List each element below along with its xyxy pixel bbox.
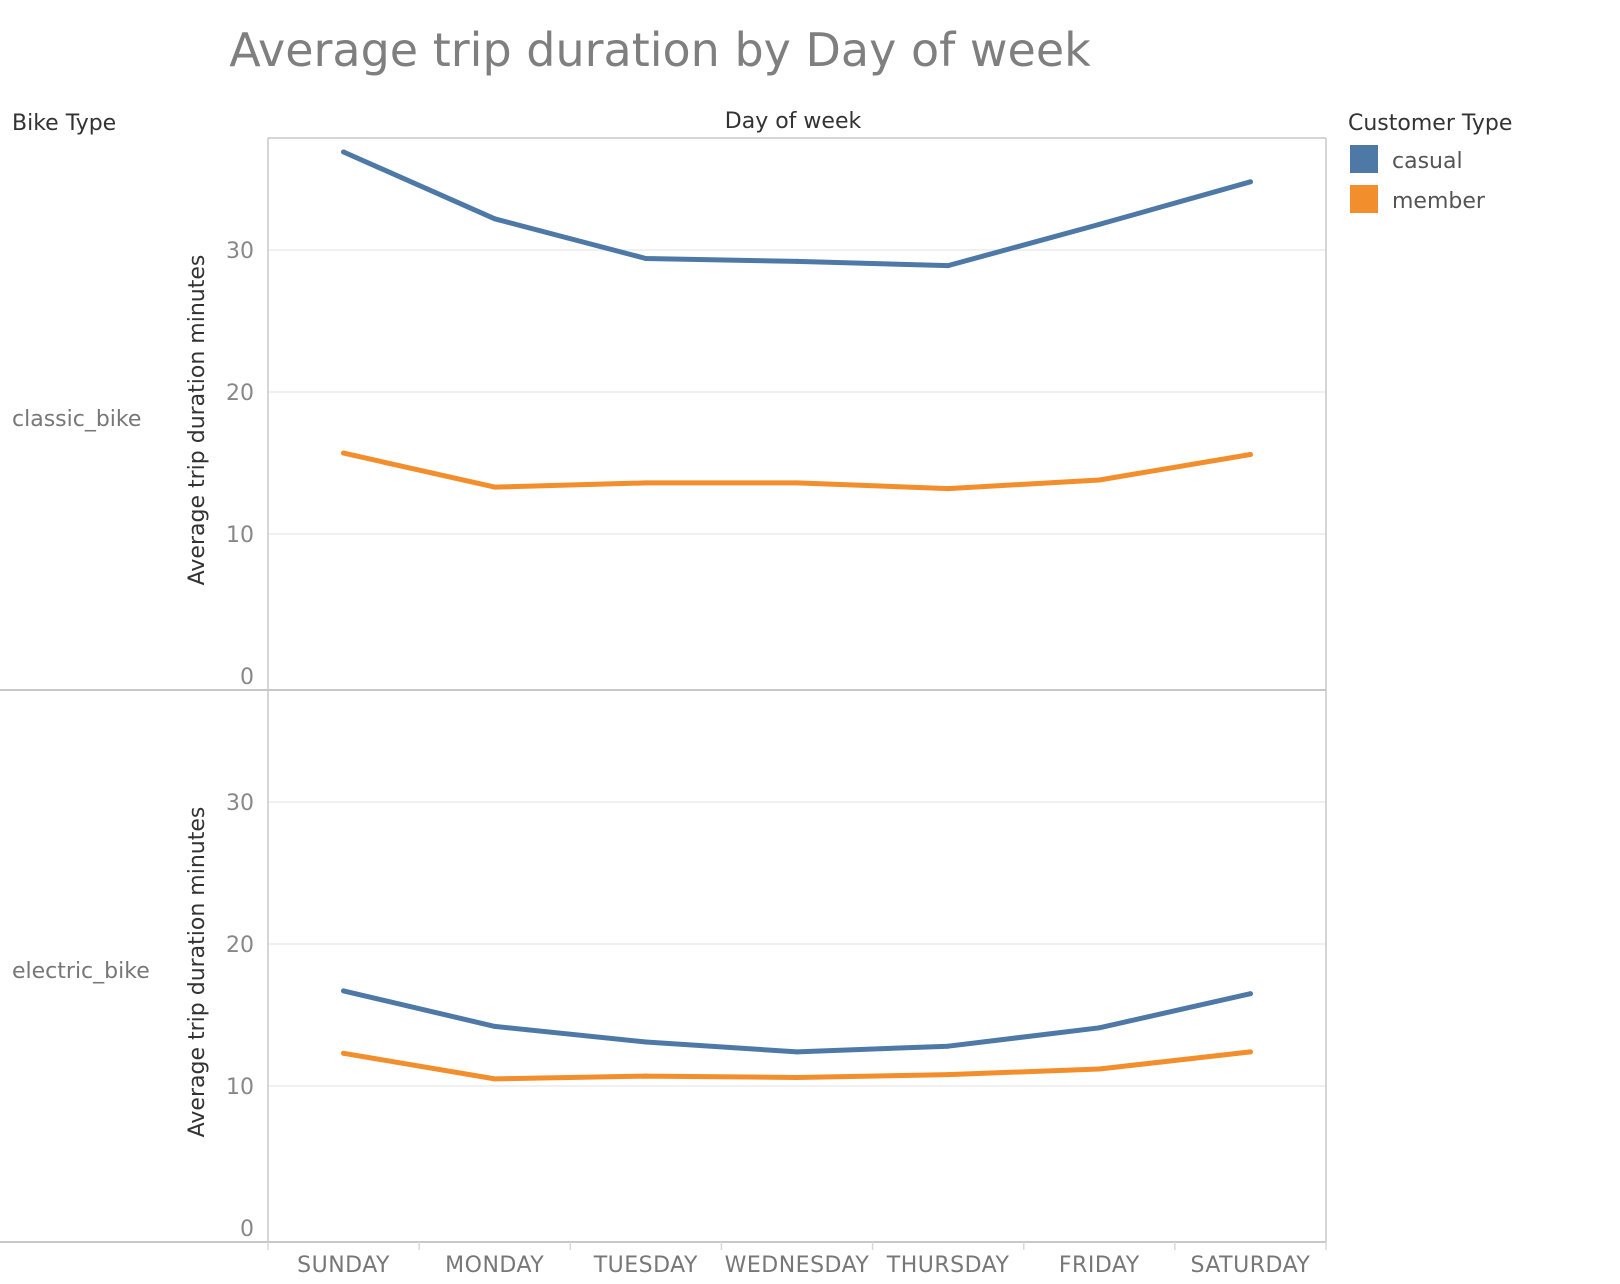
data-point-casual[interactable] <box>341 988 347 994</box>
panels: 0 10 20 30 classic_bike Average trip duration… <box>0 137 1327 1243</box>
data-point-member[interactable] <box>643 480 649 486</box>
data-point-casual[interactable] <box>945 1043 951 1049</box>
x-axis: SUNDAY MONDAY TUESDAY WEDNESDAY THURSDAY FRID… <box>267 1242 1327 1278</box>
x-tick-label: TUESDAY <box>593 1253 698 1278</box>
data-point-member[interactable] <box>794 480 800 486</box>
data-point-casual[interactable] <box>1096 221 1102 227</box>
legend[interactable]: Customer Type casual member <box>1348 111 1512 214</box>
y-tick-label: 20 <box>226 381 254 406</box>
data-point-member[interactable] <box>341 450 347 456</box>
y-tick-label: 20 <box>226 933 254 958</box>
y-tick-label: 0 <box>240 1217 254 1242</box>
data-point-member[interactable] <box>1247 451 1253 457</box>
data-point-casual[interactable] <box>643 1039 649 1045</box>
data-point-casual[interactable] <box>492 216 498 222</box>
series-line-member[interactable] <box>341 1049 1253 1082</box>
x-tick-label: MONDAY <box>445 1253 544 1278</box>
data-point-casual[interactable] <box>794 1049 800 1055</box>
data-point-member[interactable] <box>945 486 951 492</box>
data-point-member[interactable] <box>643 1073 649 1079</box>
data-point-casual[interactable] <box>492 1023 498 1029</box>
y-axis-label: Average trip duration minutes <box>185 255 210 586</box>
data-point-casual[interactable] <box>643 256 649 262</box>
series-line-casual[interactable] <box>341 988 1253 1055</box>
data-point-casual[interactable] <box>1247 991 1253 997</box>
data-point-member[interactable] <box>1247 1049 1253 1055</box>
legend-label-casual[interactable]: casual <box>1392 149 1463 174</box>
data-point-member[interactable] <box>1096 477 1102 483</box>
panel-classic_bike: 0 10 20 30 classic_bike Average trip duration… <box>0 137 1327 691</box>
legend-swatch-casual[interactable] <box>1350 145 1378 173</box>
data-point-member[interactable] <box>341 1050 347 1056</box>
data-point-member[interactable] <box>945 1072 951 1078</box>
series-line-casual[interactable] <box>341 149 1253 269</box>
data-point-member[interactable] <box>1096 1066 1102 1072</box>
column-header: Day of week <box>725 109 862 134</box>
y-tick-label: 30 <box>226 791 254 816</box>
data-point-member[interactable] <box>794 1074 800 1080</box>
y-tick-label: 10 <box>226 1075 254 1100</box>
chart-title: Average trip duration by Day of week <box>229 23 1091 77</box>
data-point-member[interactable] <box>492 1076 498 1082</box>
data-point-casual[interactable] <box>341 149 347 155</box>
x-tick-label: THURSDAY <box>886 1253 1010 1278</box>
y-tick-label: 0 <box>240 665 254 690</box>
x-tick-label: SUNDAY <box>297 1253 390 1278</box>
legend-swatch-member[interactable] <box>1350 185 1378 213</box>
y-tick-label: 10 <box>226 523 254 548</box>
x-tick-label: FRIDAY <box>1059 1253 1140 1278</box>
row-label-electric_bike: electric_bike <box>12 959 150 984</box>
panel-electric_bike: 0 10 20 30 electric_bike Average trip duratio… <box>0 690 1327 1243</box>
data-point-casual[interactable] <box>945 263 951 269</box>
y-tick-label: 30 <box>226 239 254 264</box>
y-axis-label: Average trip duration minutes <box>185 807 210 1138</box>
row-label-classic_bike: classic_bike <box>12 407 141 432</box>
data-point-member[interactable] <box>492 484 498 490</box>
x-tick-label: SATURDAY <box>1190 1253 1310 1278</box>
data-point-casual[interactable] <box>1247 179 1253 185</box>
x-tick-label: WEDNESDAY <box>725 1253 870 1278</box>
legend-title: Customer Type <box>1348 111 1512 136</box>
data-point-casual[interactable] <box>794 258 800 264</box>
legend-label-member[interactable]: member <box>1392 189 1486 214</box>
data-point-casual[interactable] <box>1096 1025 1102 1031</box>
row-header: Bike Type <box>12 111 116 136</box>
